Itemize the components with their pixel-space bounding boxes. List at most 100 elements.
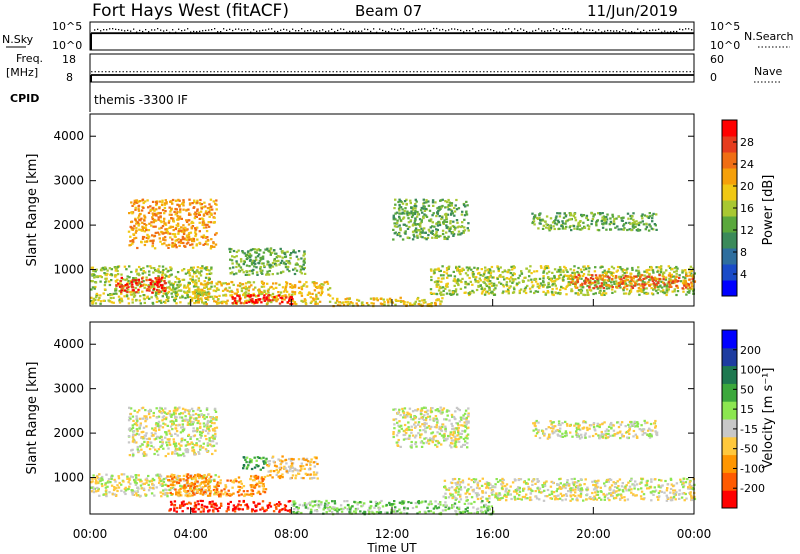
power-cell xyxy=(427,233,430,237)
power-cell xyxy=(535,216,538,220)
power-cell xyxy=(188,288,191,291)
power-cell xyxy=(141,221,144,224)
velocity-cell xyxy=(179,506,182,509)
velocity-cell xyxy=(144,493,147,496)
noise-search-point xyxy=(223,28,225,30)
velocity-cell xyxy=(266,504,269,507)
velocity-heatmap xyxy=(90,406,697,516)
power-cell xyxy=(94,298,97,302)
power-cell xyxy=(319,287,322,290)
power-cell xyxy=(155,214,158,217)
power-cell xyxy=(478,277,481,280)
power-cell xyxy=(437,206,441,209)
velocity-cell xyxy=(146,479,149,482)
power-cell xyxy=(435,285,438,288)
power-cell xyxy=(191,221,195,224)
noise-search-point xyxy=(205,29,207,32)
velocity-cell xyxy=(213,479,216,482)
power-cell xyxy=(271,295,274,298)
power-cell xyxy=(290,284,294,287)
velocity-cell xyxy=(104,493,107,496)
noise-search-point xyxy=(118,29,120,31)
power-cell xyxy=(237,263,241,266)
power-cell xyxy=(418,218,422,221)
power-cell xyxy=(116,273,120,276)
velocity-cell xyxy=(190,507,194,510)
power-cell xyxy=(605,222,608,225)
velocity-cell xyxy=(159,475,163,478)
power-cell xyxy=(578,228,582,231)
velocity-cell xyxy=(283,465,286,468)
power-cell xyxy=(167,232,170,235)
power-cell xyxy=(518,281,521,284)
power-cell xyxy=(153,267,156,270)
velocity-cell xyxy=(161,426,165,429)
power-cell xyxy=(551,221,555,224)
velocity-cell xyxy=(185,479,188,482)
power-cell xyxy=(622,228,625,231)
power-cell xyxy=(217,302,220,305)
power-cell xyxy=(231,271,234,274)
power-cell xyxy=(657,285,660,288)
velocity-cell xyxy=(151,427,154,430)
velocity-cell xyxy=(150,432,154,435)
power-cell xyxy=(452,233,456,236)
velocity-cell xyxy=(262,456,265,459)
power-cell xyxy=(100,276,103,279)
power-cell xyxy=(231,302,234,305)
velocity-cell xyxy=(143,454,146,457)
power-cell xyxy=(451,225,455,228)
power-cell xyxy=(456,293,459,296)
power-cell xyxy=(594,292,597,295)
power-cell xyxy=(133,201,136,204)
power-cell xyxy=(602,291,605,294)
velocity-cell xyxy=(214,432,217,436)
power-cell xyxy=(446,213,450,216)
velocity-cell xyxy=(210,436,213,439)
power-cell xyxy=(688,289,691,292)
velocity-cell xyxy=(207,488,211,492)
velocity-cell xyxy=(256,456,260,459)
power-cell xyxy=(169,236,172,239)
power-cell xyxy=(291,293,294,296)
power-cell xyxy=(658,277,661,281)
power-cell xyxy=(673,270,676,273)
velocity-cell xyxy=(180,485,184,488)
power-cell xyxy=(626,279,630,282)
power-cell xyxy=(460,280,463,284)
power-cell xyxy=(151,234,154,237)
power-cell xyxy=(194,215,197,218)
power-cell xyxy=(576,270,579,274)
power-cell xyxy=(233,256,236,259)
velocity-cell xyxy=(256,491,259,495)
power-cell xyxy=(436,207,439,210)
power-cell xyxy=(133,237,136,240)
noise-search-point xyxy=(187,28,189,30)
power-cell xyxy=(519,288,523,291)
power-cell xyxy=(305,281,308,284)
power-cell xyxy=(152,206,155,209)
power-cell xyxy=(635,220,638,223)
velocity-cell xyxy=(197,420,200,423)
power-cell xyxy=(206,207,210,210)
power-cell xyxy=(295,269,299,272)
power-cell xyxy=(204,266,208,269)
velocity-cell xyxy=(254,504,257,507)
power-cell xyxy=(683,282,687,285)
power-cell xyxy=(401,202,405,205)
velocity-cell xyxy=(213,427,217,430)
velocity-cell xyxy=(266,506,270,509)
velocity-cell xyxy=(142,487,146,490)
power-cell xyxy=(186,285,189,288)
power-cell xyxy=(645,222,648,225)
power-cell xyxy=(191,202,194,205)
power-cell xyxy=(469,280,472,283)
power-cell xyxy=(215,295,218,298)
power-cell xyxy=(138,228,141,231)
power-cell xyxy=(625,288,629,291)
power-cell xyxy=(137,208,140,211)
power-cell xyxy=(285,290,289,293)
power-cell xyxy=(128,244,131,247)
velocity-cell xyxy=(299,469,302,472)
power-cell xyxy=(686,274,689,278)
